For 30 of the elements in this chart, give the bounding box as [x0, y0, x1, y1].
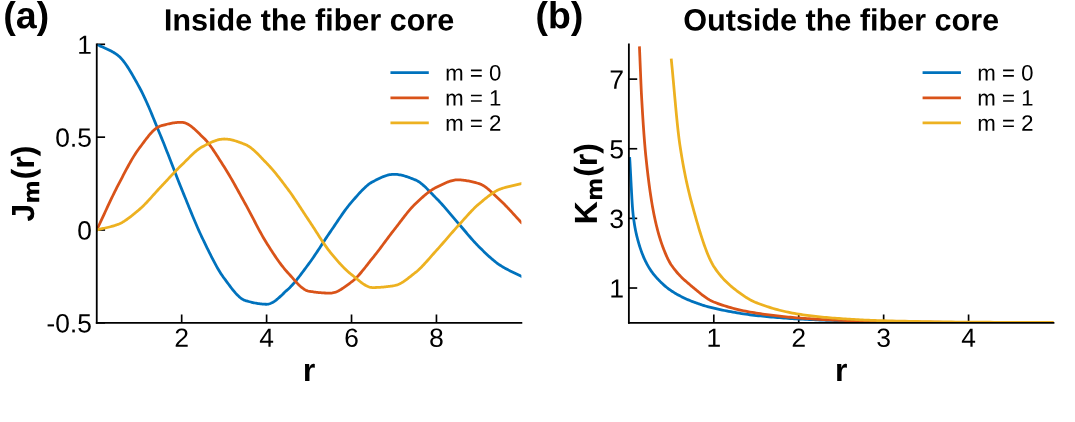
text: (a) [5, 1, 48, 36]
x-tick-label: 8 [430, 328, 443, 348]
y-tick-label: 3 [610, 209, 623, 229]
legend-label: m = 2 [978, 115, 1033, 131]
text: (b) [537, 1, 582, 36]
x-tick-label: 4 [259, 328, 274, 347]
x-axis-title: r [837, 363, 847, 381]
legend-label: m = 1 [446, 90, 501, 106]
legend-label: m = 2 [446, 115, 501, 131]
legend-label: m = 0 [978, 64, 1033, 81]
y-tick-label: 5 [610, 140, 623, 159]
x-tick-label: 3 [877, 328, 890, 348]
x-tick-label: 4 [961, 328, 976, 347]
legend-label: m = 0 [446, 64, 501, 81]
x-tick-label: 6 [345, 328, 358, 348]
x-tick-label: 2 [175, 328, 188, 347]
y-tick-label: 0 [78, 221, 91, 240]
y-tick-label: 1 [611, 279, 623, 298]
legend-label: m = 1 [978, 90, 1033, 106]
x-axis-title: r [304, 363, 315, 381]
chart-title: Outside the fiber core [684, 8, 999, 31]
y-tick-label: 0.5 [56, 128, 91, 147]
y-tick-label: 7 [610, 70, 623, 89]
chart-title: Inside the fiber core [165, 8, 454, 31]
y-axis-title: K$_{m}$(r) [573, 144, 604, 223]
y-tick-label: -0.5 [47, 313, 91, 333]
y-axis-title: J$_{m}$(r) [10, 147, 41, 222]
x-tick-label: 2 [792, 328, 805, 347]
y-tick-label: 1 [79, 35, 91, 54]
x-tick-label: 1 [708, 328, 720, 347]
